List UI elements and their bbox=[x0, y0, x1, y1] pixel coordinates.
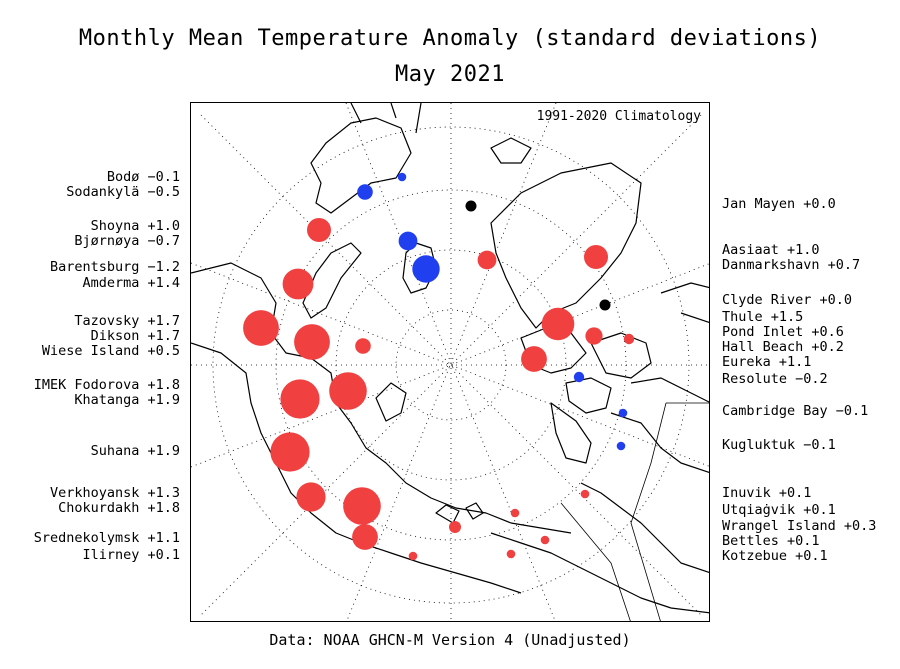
station-marker-utqiagvik[interactable] bbox=[510, 508, 520, 518]
station-label-chokurdakh: Chokurdakh +1.8 bbox=[58, 500, 180, 516]
station-label-bj-rn-ya: Bjørnøya −0.7 bbox=[74, 233, 180, 249]
station-label-pond-inlet: Pond Inlet +0.6 bbox=[722, 324, 844, 340]
station-marker-sodankyla[interactable] bbox=[357, 184, 373, 200]
station-marker-inuvik[interactable] bbox=[580, 489, 590, 499]
station-marker-kotzebue[interactable] bbox=[506, 549, 516, 559]
station-markers bbox=[243, 172, 635, 561]
station-label-jan-mayen: Jan Mayen +0.0 bbox=[722, 196, 836, 212]
station-marker-shoyna[interactable] bbox=[307, 218, 331, 242]
station-label-suhana: Suhana +1.9 bbox=[90, 443, 180, 459]
station-label-dikson: Dikson +1.7 bbox=[90, 328, 180, 344]
station-label-amderma: Amderma +1.4 bbox=[82, 275, 180, 291]
data-source-footer: Data: NOAA GHCN-M Version 4 (Unadjusted) bbox=[269, 631, 631, 649]
station-label-tazovsky: Tazovsky +1.7 bbox=[74, 313, 180, 329]
map-subtitle: May 2021 bbox=[395, 62, 505, 87]
station-marker-hall-beach[interactable] bbox=[623, 333, 635, 345]
station-label-srednekolymsk: Srednekolymsk +1.1 bbox=[33, 530, 180, 546]
station-marker-pond-inlet[interactable] bbox=[585, 327, 603, 345]
map-title: Monthly Mean Temperature Anomaly (standa… bbox=[78, 26, 822, 51]
station-label-resolute: Resolute −0.2 bbox=[722, 371, 828, 387]
station-label-bod: Bodø −0.1 bbox=[106, 169, 180, 185]
station-label-khatanga: Khatanga +1.9 bbox=[74, 392, 180, 408]
station-marker-kugluktuk[interactable] bbox=[616, 441, 626, 451]
station-label-kugluktuk: Kugluktuk −0.1 bbox=[722, 437, 836, 453]
lat-circle-50 bbox=[212, 126, 690, 604]
station-label-wiese-island: Wiese Island +0.5 bbox=[41, 343, 180, 359]
station-marker-eureka[interactable] bbox=[521, 346, 547, 372]
station-marker-srednekolymsk[interactable] bbox=[352, 524, 378, 550]
station-label-imek-fodorova: IMEK Fodorova +1.8 bbox=[33, 377, 180, 393]
station-marker-chokurdakh[interactable] bbox=[343, 487, 381, 525]
station-marker-imek-fodorova[interactable] bbox=[329, 372, 367, 410]
station-label-clyde-river: Clyde River +0.0 bbox=[722, 292, 853, 308]
station-marker-tazovsky[interactable] bbox=[243, 310, 279, 346]
station-label-ilirney: Ilirney +0.1 bbox=[82, 547, 180, 563]
station-marker-verkhoyansk[interactable] bbox=[296, 482, 326, 512]
climatology-note: 1991-2020 Climatology bbox=[536, 109, 701, 124]
station-marker-dikson[interactable] bbox=[294, 324, 330, 360]
station-marker-ilirney[interactable] bbox=[408, 551, 418, 561]
station-marker-thule[interactable] bbox=[541, 307, 575, 341]
station-marker-amderma[interactable] bbox=[282, 268, 314, 300]
station-label-danmarkshavn: Danmarkshavn +0.7 bbox=[722, 257, 861, 273]
station-marker-suhana[interactable] bbox=[270, 432, 310, 472]
station-label-inuvik: Inuvik +0.1 bbox=[722, 485, 812, 501]
station-label-barentsburg: Barentsburg −1.2 bbox=[49, 259, 180, 275]
station-marker-bjornoya[interactable] bbox=[398, 231, 418, 251]
station-marker-khatanga[interactable] bbox=[280, 379, 320, 419]
station-marker-danmarkshavn[interactable] bbox=[477, 250, 497, 270]
polar-map: 1991-2020 Climatology bbox=[190, 102, 710, 622]
station-marker-barentsburg[interactable] bbox=[412, 255, 440, 283]
station-label-thule: Thule +1.5 bbox=[722, 309, 804, 325]
coastlines bbox=[191, 103, 709, 621]
station-marker-aasiaat[interactable] bbox=[584, 245, 608, 269]
station-label-hall-beach: Hall Beach +0.2 bbox=[722, 339, 844, 355]
station-label-verkhoyansk: Verkhoyansk +1.3 bbox=[49, 485, 180, 501]
station-marker-bettles[interactable] bbox=[540, 535, 550, 545]
station-label-wrangel-island: Wrangel Island +0.3 bbox=[722, 518, 877, 534]
station-marker-wrangel-island[interactable] bbox=[449, 521, 461, 533]
station-label-shoyna: Shoyna +1.0 bbox=[90, 218, 180, 234]
station-label-kotzebue: Kotzebue +0.1 bbox=[722, 548, 828, 564]
station-marker-bodo[interactable] bbox=[397, 172, 407, 182]
station-marker-jan-mayen[interactable] bbox=[465, 200, 477, 212]
station-marker-clyde-river[interactable] bbox=[599, 299, 611, 311]
station-marker-cambridge-bay[interactable] bbox=[618, 408, 628, 418]
station-label-eureka: Eureka +1.1 bbox=[722, 354, 812, 370]
station-marker-resolute[interactable] bbox=[573, 371, 585, 383]
station-label-cambridge-bay: Cambridge Bay −0.1 bbox=[722, 403, 869, 419]
polar-map-svg bbox=[191, 103, 709, 621]
station-label-aasiaat: Aasiaat +1.0 bbox=[722, 242, 820, 258]
station-label-sodankyl: Sodankylä −0.5 bbox=[66, 184, 180, 200]
station-label-bettles: Bettles +0.1 bbox=[722, 533, 820, 549]
station-label-utqia-vik: Utqiaġvik +0.1 bbox=[722, 502, 836, 518]
meridians bbox=[191, 103, 709, 621]
station-marker-wiese-island[interactable] bbox=[355, 338, 371, 354]
